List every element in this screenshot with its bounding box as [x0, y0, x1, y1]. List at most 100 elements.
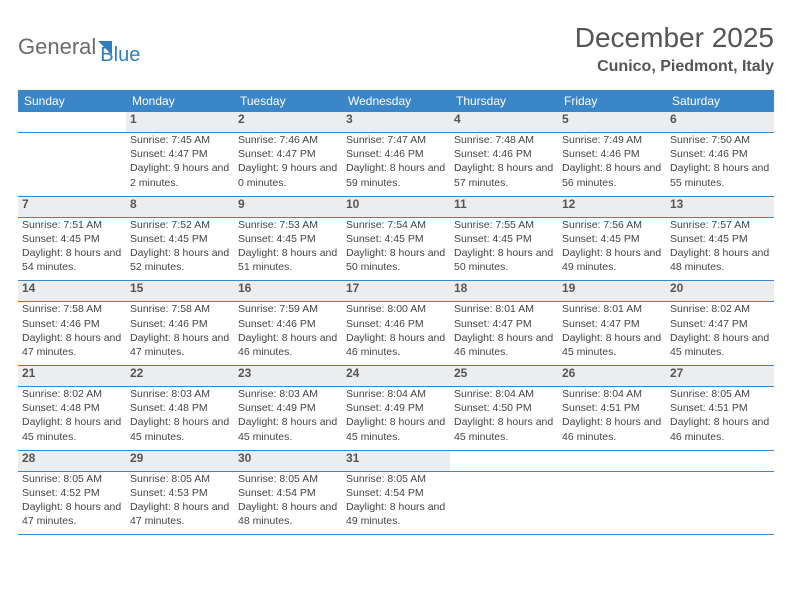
sunset-line: Sunset: 4:54 PM [346, 486, 446, 500]
sunset-line: Sunset: 4:46 PM [454, 147, 554, 161]
day-number-cell: 4 [450, 112, 558, 133]
daylight-line: Daylight: 8 hours and 48 minutes. [238, 500, 338, 528]
day-data-cell: Sunrise: 8:04 AMSunset: 4:50 PMDaylight:… [450, 387, 558, 451]
day-number-cell: 24 [342, 366, 450, 387]
daylight-line: Daylight: 8 hours and 47 minutes. [22, 500, 122, 528]
day-number-cell: 3 [342, 112, 450, 133]
day-data-cell: Sunrise: 8:03 AMSunset: 4:48 PMDaylight:… [126, 387, 234, 451]
sunset-line: Sunset: 4:49 PM [346, 401, 446, 415]
sunrise-line: Sunrise: 8:04 AM [346, 387, 446, 401]
day-number-cell: 28 [18, 450, 126, 471]
daylight-line: Daylight: 8 hours and 45 minutes. [454, 415, 554, 443]
logo: General Blue [18, 26, 140, 67]
day-number: 14 [22, 281, 35, 295]
day-number: 28 [22, 451, 35, 465]
daynum-row: 28293031 [18, 450, 774, 471]
day-number-cell: 25 [450, 366, 558, 387]
sunset-line: Sunset: 4:48 PM [130, 401, 230, 415]
day-number: 13 [670, 197, 683, 211]
sunset-line: Sunset: 4:45 PM [238, 232, 338, 246]
day-data-cell: Sunrise: 7:53 AMSunset: 4:45 PMDaylight:… [234, 217, 342, 281]
day-data-row: Sunrise: 7:51 AMSunset: 4:45 PMDaylight:… [18, 217, 774, 281]
day-number: 30 [238, 451, 251, 465]
daylight-line: Daylight: 8 hours and 49 minutes. [562, 246, 662, 274]
day-number-cell: 10 [342, 196, 450, 217]
day-data-cell: Sunrise: 7:57 AMSunset: 4:45 PMDaylight:… [666, 217, 774, 281]
day-data-row: Sunrise: 7:45 AMSunset: 4:47 PMDaylight:… [18, 133, 774, 197]
day-number: 9 [238, 197, 245, 211]
daylight-line: Daylight: 9 hours and 0 minutes. [238, 161, 338, 189]
day-number: 25 [454, 366, 467, 380]
day-data-row: Sunrise: 7:58 AMSunset: 4:46 PMDaylight:… [18, 302, 774, 366]
daylight-line: Daylight: 8 hours and 49 minutes. [346, 500, 446, 528]
sunrise-line: Sunrise: 8:03 AM [238, 387, 338, 401]
sunset-line: Sunset: 4:45 PM [22, 232, 122, 246]
day-data-cell: Sunrise: 8:02 AMSunset: 4:47 PMDaylight:… [666, 302, 774, 366]
day-number-cell: 14 [18, 281, 126, 302]
sunrise-line: Sunrise: 8:05 AM [670, 387, 770, 401]
calendar-table: Sunday Monday Tuesday Wednesday Thursday… [18, 90, 774, 535]
daylight-line: Daylight: 8 hours and 45 minutes. [346, 415, 446, 443]
day-data-cell [666, 471, 774, 535]
day-data-cell: Sunrise: 7:52 AMSunset: 4:45 PMDaylight:… [126, 217, 234, 281]
day-number: 18 [454, 281, 467, 295]
logo-word1: General [18, 34, 96, 60]
daynum-row: 78910111213 [18, 196, 774, 217]
day-number-cell [450, 450, 558, 471]
day-number: 1 [130, 112, 137, 126]
sunrise-line: Sunrise: 7:54 AM [346, 218, 446, 232]
sunset-line: Sunset: 4:53 PM [130, 486, 230, 500]
sunrise-line: Sunrise: 7:45 AM [130, 133, 230, 147]
sunrise-line: Sunrise: 8:04 AM [562, 387, 662, 401]
sunset-line: Sunset: 4:47 PM [238, 147, 338, 161]
day-data-cell: Sunrise: 8:00 AMSunset: 4:46 PMDaylight:… [342, 302, 450, 366]
daylight-line: Daylight: 8 hours and 46 minutes. [454, 331, 554, 359]
day-number-cell: 17 [342, 281, 450, 302]
day-data-cell: Sunrise: 8:05 AMSunset: 4:51 PMDaylight:… [666, 387, 774, 451]
sunrise-line: Sunrise: 8:05 AM [130, 472, 230, 486]
day-data-cell: Sunrise: 8:01 AMSunset: 4:47 PMDaylight:… [558, 302, 666, 366]
day-number: 23 [238, 366, 251, 380]
day-number: 12 [562, 197, 575, 211]
sunset-line: Sunset: 4:46 PM [670, 147, 770, 161]
day-number: 2 [238, 112, 245, 126]
day-data-cell: Sunrise: 8:04 AMSunset: 4:51 PMDaylight:… [558, 387, 666, 451]
day-number-cell: 2 [234, 112, 342, 133]
daylight-line: Daylight: 8 hours and 54 minutes. [22, 246, 122, 274]
day-data-cell: Sunrise: 7:55 AMSunset: 4:45 PMDaylight:… [450, 217, 558, 281]
day-header: Wednesday [342, 90, 450, 112]
day-header: Saturday [666, 90, 774, 112]
day-data-cell: Sunrise: 8:03 AMSunset: 4:49 PMDaylight:… [234, 387, 342, 451]
day-number-cell: 7 [18, 196, 126, 217]
day-data-cell: Sunrise: 8:05 AMSunset: 4:53 PMDaylight:… [126, 471, 234, 535]
day-number-cell: 11 [450, 196, 558, 217]
day-number-cell: 19 [558, 281, 666, 302]
daynum-row: 21222324252627 [18, 366, 774, 387]
sunrise-line: Sunrise: 8:00 AM [346, 302, 446, 316]
title-block: December 2025 Cunico, Piedmont, Italy [575, 22, 774, 76]
day-number-cell: 9 [234, 196, 342, 217]
day-number: 27 [670, 366, 683, 380]
day-data-cell: Sunrise: 8:05 AMSunset: 4:54 PMDaylight:… [234, 471, 342, 535]
day-header: Thursday [450, 90, 558, 112]
sunset-line: Sunset: 4:45 PM [130, 232, 230, 246]
sunset-line: Sunset: 4:54 PM [238, 486, 338, 500]
sunset-line: Sunset: 4:46 PM [22, 317, 122, 331]
daylight-line: Daylight: 8 hours and 46 minutes. [238, 331, 338, 359]
sunset-line: Sunset: 4:46 PM [238, 317, 338, 331]
day-header: Tuesday [234, 90, 342, 112]
day-number-cell: 27 [666, 366, 774, 387]
day-number-cell [666, 450, 774, 471]
day-number-cell: 29 [126, 450, 234, 471]
day-header: Monday [126, 90, 234, 112]
day-data-cell: Sunrise: 8:05 AMSunset: 4:52 PMDaylight:… [18, 471, 126, 535]
daylight-line: Daylight: 8 hours and 51 minutes. [238, 246, 338, 274]
day-number: 3 [346, 112, 353, 126]
day-number-cell [558, 450, 666, 471]
daylight-line: Daylight: 8 hours and 59 minutes. [346, 161, 446, 189]
sunset-line: Sunset: 4:45 PM [670, 232, 770, 246]
sunset-line: Sunset: 4:46 PM [562, 147, 662, 161]
sunrise-line: Sunrise: 8:01 AM [454, 302, 554, 316]
daylight-line: Daylight: 8 hours and 50 minutes. [346, 246, 446, 274]
sunrise-line: Sunrise: 7:56 AM [562, 218, 662, 232]
